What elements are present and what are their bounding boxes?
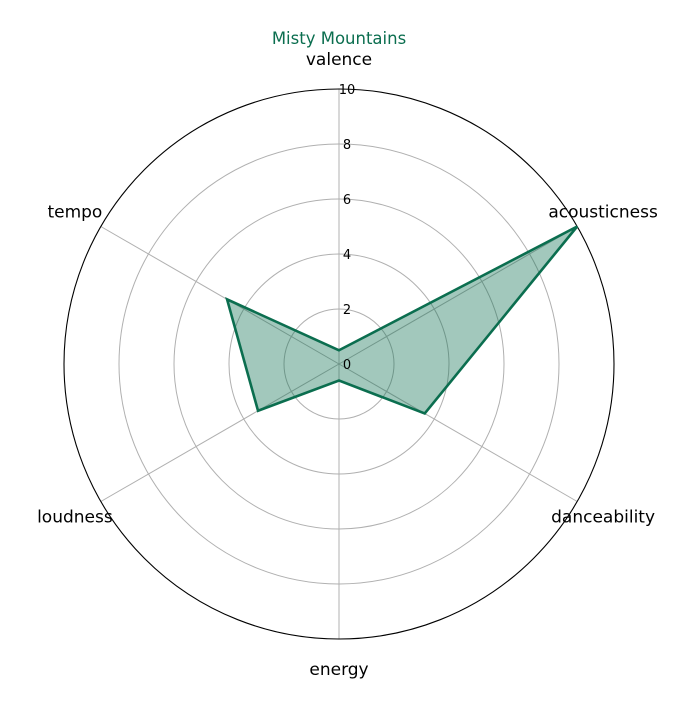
r-tick-label: 2: [343, 303, 351, 318]
r-tick-label: 8: [343, 138, 351, 153]
series-line: [225, 225, 579, 416]
chart-title: Misty Mountains: [272, 29, 406, 48]
axis-spoke: [338, 363, 578, 502]
axis-label-loudness: loudness: [37, 508, 113, 528]
label-layer: valence acousticness danceability energy lou…: [37, 50, 658, 680]
r-tick-label: 10: [339, 83, 356, 98]
grid-layer: [63, 88, 615, 640]
axis-label-acousticness: acousticness: [548, 203, 658, 223]
axis-label-energy: energy: [309, 660, 368, 680]
data-layer: [225, 225, 579, 416]
r-tick-label: 4: [343, 248, 351, 263]
outer-ring: [63, 88, 615, 640]
r-tick-label: 0: [343, 358, 351, 373]
axis-spoke: [100, 363, 340, 502]
axis-label-valence: valence: [306, 50, 372, 70]
r-tick-label: 6: [343, 193, 351, 208]
axis-spoke: [338, 226, 578, 365]
axis-label-danceability: danceability: [551, 508, 655, 528]
tick-layer: 0 2 4 6 8 10: [339, 83, 356, 373]
axis-spoke: [100, 226, 340, 365]
axis-label-tempo: tempo: [47, 203, 102, 223]
